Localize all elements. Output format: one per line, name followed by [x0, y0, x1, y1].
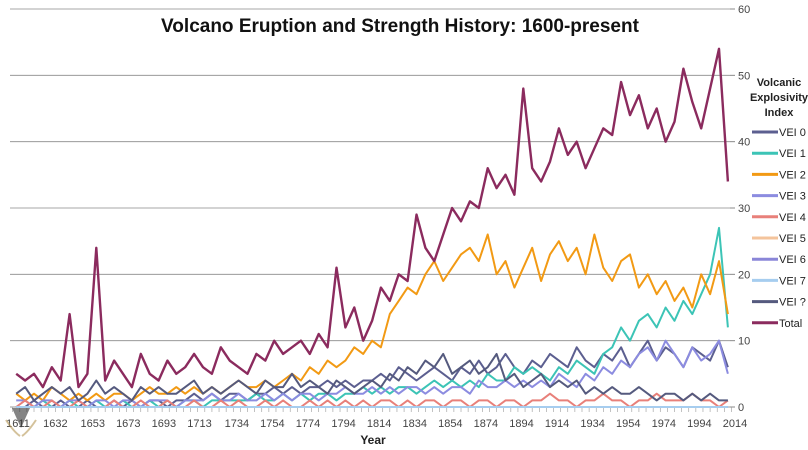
legend-label: Total: [779, 318, 802, 330]
legend-item: VEI 7: [752, 275, 806, 287]
legend-label: VEI 2: [779, 169, 806, 181]
x-tick-label: 1713: [187, 418, 211, 430]
legend-item: VEI 1: [752, 148, 806, 160]
chart-title: Volcano Eruption and Strength History: 1…: [161, 16, 640, 37]
legend-item: VEI 4: [752, 212, 806, 224]
x-tick-label: 1994: [687, 418, 711, 430]
y-tick-label: 20: [738, 269, 750, 281]
legend-label: VEI 4: [779, 212, 806, 224]
legend: Volcanic Explosivity Index VEI 0 VEI 1 VEI 2 V…: [750, 77, 808, 330]
legend-label: VEI 6: [779, 254, 806, 266]
x-tick-label: 1653: [80, 418, 104, 430]
x-tick-label: 1774: [296, 418, 320, 430]
x-tick-label: 1914: [545, 418, 569, 430]
x-tick-label: 1632: [43, 418, 67, 430]
legend-item: VEI 5: [752, 233, 806, 245]
series-line-total: [15, 47, 730, 389]
x-tick-label: 1874: [474, 418, 498, 430]
legend-title: Volcanic: [757, 77, 801, 89]
legend-label: VEI 1: [779, 148, 806, 160]
legend-item: VEI 3: [752, 191, 806, 203]
x-tick-label: 1954: [616, 418, 640, 430]
x-tick-label: 1814: [367, 418, 391, 430]
legend-title: Explosivity: [750, 92, 808, 104]
y-tick-label: 10: [738, 336, 750, 348]
x-tick-label: 1974: [652, 418, 676, 430]
legend-label: VEI 7: [779, 275, 806, 287]
legend-label: VEI 3: [779, 191, 806, 203]
legend-label: VEI 0: [779, 127, 806, 139]
y-tick-label: 0: [738, 402, 744, 414]
legend-item: VEI ?: [752, 297, 806, 309]
x-tick-label: 1794: [331, 418, 355, 430]
x-tick-label: 1734: [225, 418, 249, 430]
x-tick-label: 1754: [260, 418, 284, 430]
legend-item: VEI 2: [752, 169, 806, 181]
x-tick-label: 1854: [438, 418, 462, 430]
series-line-vei-3: [16, 339, 729, 408]
x-tick-label: 1934: [580, 418, 604, 430]
x-tick-label: 1834: [403, 418, 427, 430]
x-tick-label: 2014: [723, 418, 747, 430]
y-tick-label: 40: [738, 137, 750, 149]
x-tick-label: 1894: [509, 418, 533, 430]
legend-item: Total: [752, 318, 802, 330]
series-line-vei-2: [15, 233, 729, 402]
x-tick-label: 1693: [152, 418, 176, 430]
y-tick-label: 60: [738, 4, 750, 16]
x-tick-label: 1673: [116, 418, 140, 430]
legend-label: VEI 5: [779, 233, 806, 245]
series-line-vei-unknown: [15, 352, 728, 402]
legend-label: VEI ?: [779, 297, 806, 309]
y-tick-label: 50: [738, 70, 750, 82]
x-axis-label: Year: [360, 433, 386, 447]
watermark-logo-icon: [5, 408, 37, 437]
legend-item: VEI 0: [752, 127, 806, 139]
legend-title: Index: [765, 107, 795, 119]
legend-item: VEI 6: [752, 254, 806, 266]
y-tick-label: 30: [738, 203, 750, 215]
